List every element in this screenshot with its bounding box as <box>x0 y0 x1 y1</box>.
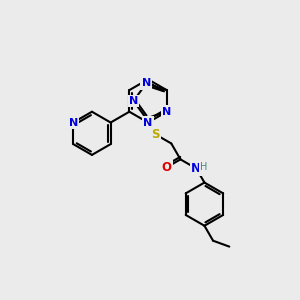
Text: N: N <box>162 107 171 117</box>
Text: N: N <box>129 96 138 106</box>
Text: S: S <box>151 128 160 141</box>
Text: O: O <box>161 161 171 174</box>
Text: N: N <box>69 118 78 128</box>
Text: H: H <box>200 162 207 172</box>
Text: N: N <box>191 162 201 175</box>
Text: N: N <box>142 79 151 88</box>
Text: N: N <box>143 118 153 128</box>
